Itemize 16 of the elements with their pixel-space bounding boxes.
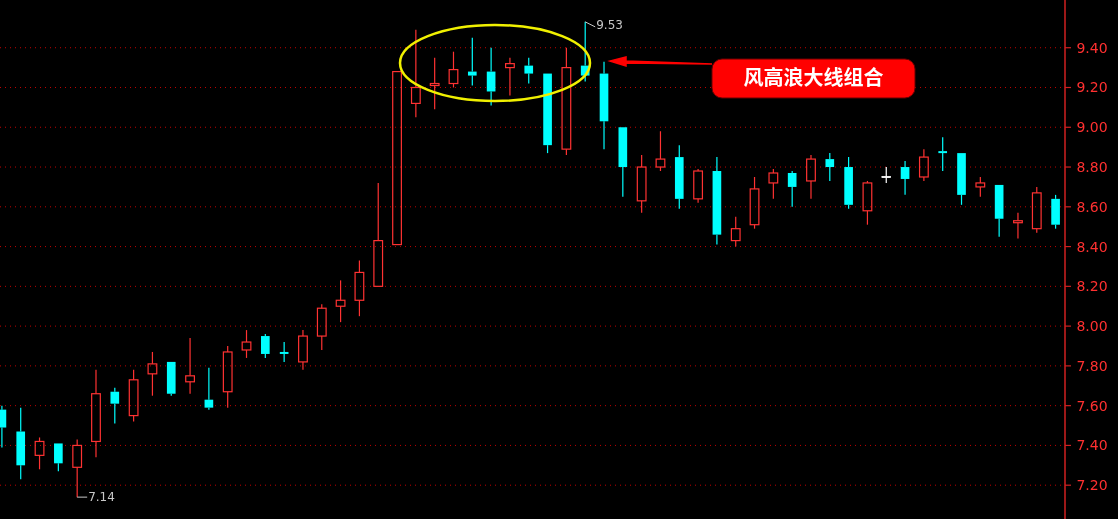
- y-tick-label: 9.20: [1076, 79, 1108, 96]
- y-tick-label: 8.60: [1076, 198, 1108, 215]
- annotation: 风高浪大线组合: [743, 62, 884, 91]
- y-tick-label: 8.80: [1076, 159, 1108, 176]
- annotation: 9.53: [596, 17, 623, 32]
- y-tick-label: 7.80: [1076, 357, 1108, 374]
- annotation: 7.14: [88, 490, 115, 505]
- y-tick-label: 7.20: [1076, 477, 1108, 494]
- y-tick-label: 8.00: [1076, 318, 1108, 335]
- y-tick-label: 8.40: [1076, 238, 1108, 255]
- y-tick-label: 9.00: [1076, 119, 1108, 136]
- callout: 风高浪大线组合: [711, 58, 916, 99]
- y-tick-label: 7.40: [1076, 437, 1108, 454]
- y-tick-label: 9.40: [1076, 39, 1108, 56]
- y-tick-label: 7.60: [1076, 397, 1108, 414]
- y-tick-label: 8.20: [1076, 278, 1108, 295]
